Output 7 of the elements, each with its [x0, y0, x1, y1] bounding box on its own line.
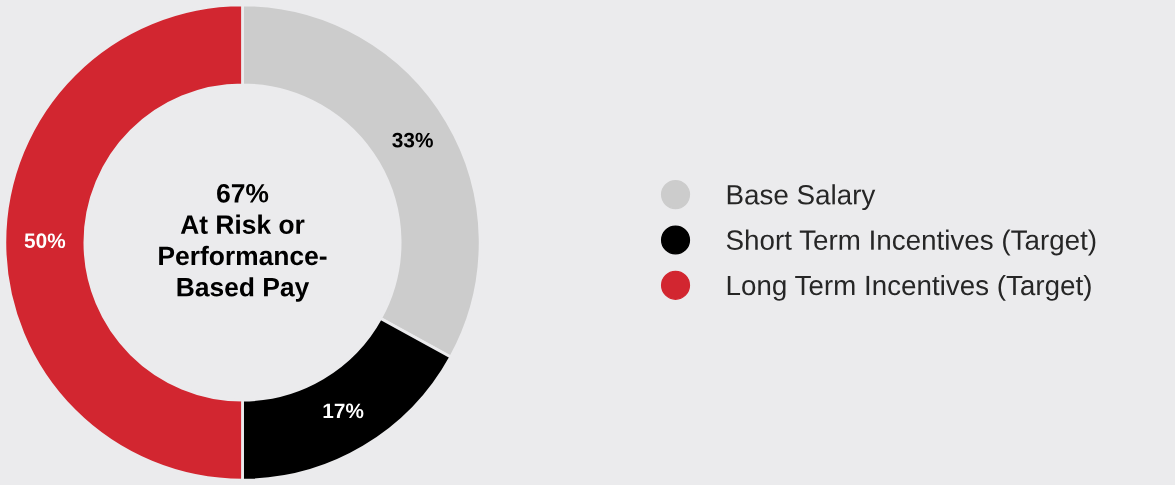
data-label: 33%: [392, 132, 433, 148]
legend-label: Long Term Incentives (Target): [727, 274, 1091, 301]
text: 67% At Risk or Performance- Based Pay: [159, 183, 327, 302]
data-label: 17%: [323, 403, 364, 419]
legend-label: Base Salary: [727, 184, 876, 211]
data-label: 50%: [24, 233, 66, 249]
legend-label: Short Term Incentives (Target): [726, 229, 1096, 256]
